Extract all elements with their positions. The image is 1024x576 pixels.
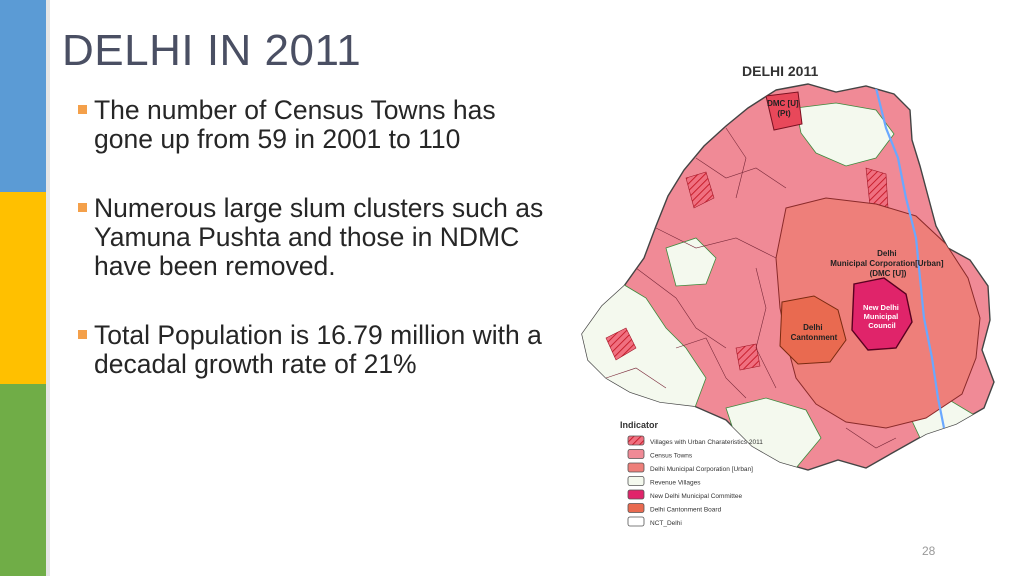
ndmc-area <box>851 277 913 351</box>
urban-village <box>605 327 637 361</box>
delhi-map: DELHI 2011 <box>581 63 995 527</box>
map-regions <box>582 87 981 469</box>
urban-village <box>685 171 715 209</box>
bullet-marker-icon <box>78 105 87 114</box>
legend-label: Revenue Villages <box>650 480 701 487</box>
bullet-marker-icon <box>78 203 87 212</box>
map-label-dmc-pt: DMC [U] (Pt) <box>767 99 801 118</box>
legend-label: Villages with Urban Charateristics 2011 <box>650 439 763 446</box>
map-label-ndmc: New Delhi Municipal Council <box>863 303 901 330</box>
bullet-text: Numerous large slum clusters such as Yam… <box>94 193 544 281</box>
map-label-cantonment: Delhi Cantonment <box>791 323 838 342</box>
legend-swatch <box>627 516 645 527</box>
legend-label: Census Towns <box>650 453 693 460</box>
village-boundaries <box>605 127 897 449</box>
legend-label: New Delhi Municipal Committee <box>650 493 742 500</box>
legend-swatch <box>627 435 645 446</box>
map-label-dmc-urban: Delhi Municipal Corporation[Urban] (DMC … <box>830 249 946 278</box>
map-title: DELHI 2011 <box>742 63 818 79</box>
accent-yellow <box>0 192 46 384</box>
legend-label: Delhi Municipal Corporation [Urban] <box>650 466 753 473</box>
urban-village <box>865 167 889 209</box>
revenue-villages-mid <box>665 237 717 287</box>
accent-divider <box>46 0 50 576</box>
slide-title: DELHI IN 2011 <box>62 26 362 75</box>
revenue-villages-north <box>795 102 895 167</box>
accent-blue <box>0 0 46 192</box>
dmc-pt-area <box>765 91 803 131</box>
legend-label: Delhi Cantonment Board <box>650 507 722 514</box>
left-accent-bar <box>0 0 46 576</box>
cantonment-area <box>779 295 847 365</box>
page-number: 28 <box>922 544 936 558</box>
legend-label: NCT_Delhi <box>650 520 682 527</box>
bullet-marker-icon <box>78 330 87 339</box>
legend-swatch <box>627 489 645 500</box>
legend-swatch <box>627 462 645 473</box>
bullet-text: Total Population is 16.79 million with a… <box>94 320 542 379</box>
accent-green <box>0 384 46 576</box>
legend: Villages with Urban Charateristics 2011 C… <box>627 435 763 527</box>
bullet-item: Total Population is 16.79 million with a… <box>78 321 548 379</box>
legend-title: Indicator <box>620 420 659 430</box>
legend-swatch <box>627 503 645 513</box>
legend-swatch <box>627 476 645 486</box>
bullet-item: Numerous large slum clusters such as Yam… <box>78 194 548 281</box>
bullet-item: The number of Census Towns has gone up f… <box>78 96 548 154</box>
legend-swatch <box>627 449 645 459</box>
bullet-text: The number of Census Towns has gone up f… <box>94 95 496 154</box>
urban-village <box>735 343 761 371</box>
bullet-list: The number of Census Towns has gone up f… <box>78 96 548 419</box>
river <box>874 87 948 439</box>
